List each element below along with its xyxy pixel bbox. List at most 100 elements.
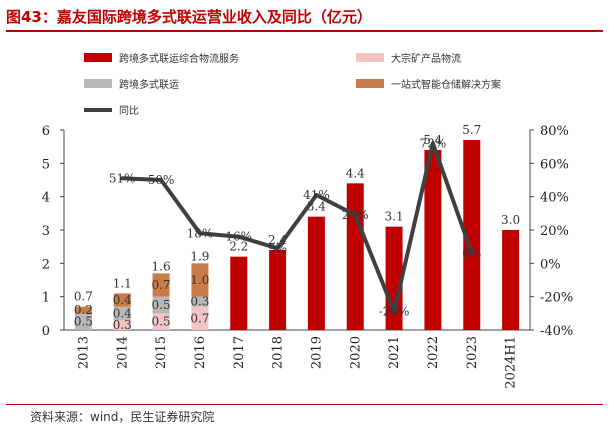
bar-segment <box>113 306 131 320</box>
bar-segment <box>113 293 131 307</box>
bar-segment-label: 0.4 <box>113 293 132 307</box>
bar-total-label: 1.1 <box>113 276 132 290</box>
yoy-point <box>353 213 358 217</box>
bar-segment <box>502 230 520 330</box>
legend-label: 跨境多式联运综合物流服务 <box>119 52 239 65</box>
yoy-point <box>469 251 474 256</box>
x-tick-label: 2020 <box>348 336 363 369</box>
title-divider <box>6 30 603 32</box>
source-note: 资料来源：wind，民生证券研究院 <box>30 410 215 424</box>
chart-canvas: 0 1 2 3 4 5 6 -40% -20% 0% 20% 40% 60% 80% 2013 2014 201… <box>42 52 574 389</box>
bar-segment <box>152 273 170 297</box>
y-right-tick-label: -20% <box>540 291 573 306</box>
yoy-point <box>314 193 319 197</box>
yoy-label: 16% <box>225 230 252 244</box>
bar-segment <box>74 313 92 330</box>
yoy-point <box>236 234 241 239</box>
yoy-label: 6% <box>462 246 481 260</box>
y-left-tick-label: 6 <box>42 124 50 139</box>
y-right-tick-label: 0% <box>540 257 561 272</box>
y-left-tick-label: 0 <box>42 324 50 339</box>
bar-total-label: 5.7 <box>462 123 481 137</box>
bar-total-label: 1.9 <box>190 250 209 264</box>
legend-label: 大宗矿产品物流 <box>391 52 461 65</box>
y-left-tick-label: 1 <box>42 291 50 306</box>
source-divider <box>6 404 603 405</box>
bar-total-label: 0.7 <box>74 290 93 304</box>
bar-segment-label: 0.2 <box>74 303 93 317</box>
bar-segment-label: 0.7 <box>190 311 209 325</box>
x-tick-label: 2021 <box>387 336 402 369</box>
yoy-point <box>275 246 280 251</box>
bar-total-label: 4.4 <box>346 166 365 180</box>
x-tick-label: 2014 <box>115 336 130 369</box>
bar-segment <box>307 216 325 330</box>
bar-total-label: 3.1 <box>385 210 404 224</box>
yoy-point <box>120 176 125 181</box>
yoy-label: 72% <box>420 136 447 150</box>
yoy-label: 50% <box>148 173 175 187</box>
legend-label: 跨境多式联运 <box>119 78 179 91</box>
legend-label: 同比 <box>119 105 139 117</box>
x-tick-label: 2019 <box>309 336 324 369</box>
bar-total-label: 1.6 <box>152 260 171 274</box>
legend-swatch <box>356 79 384 88</box>
x-tick-label: 2013 <box>76 336 91 369</box>
bar-segment <box>152 313 170 330</box>
bar-segment-label: 0.4 <box>113 306 132 320</box>
chart-title: 图43：嘉友国际跨境多式联运营业收入及同比（亿元） <box>6 8 372 26</box>
legend-swatch <box>84 53 112 62</box>
y-left-tick-label: 2 <box>42 257 50 272</box>
legend-label: 一站式智能仓储解决方案 <box>391 78 501 91</box>
yoy-point <box>197 231 202 236</box>
x-tick-label: 2018 <box>271 336 286 369</box>
x-tick-label: 2024H1 <box>504 336 519 389</box>
y-right-tick-label: 40% <box>540 191 569 206</box>
yoy-label: -29% <box>379 305 410 319</box>
yoy-point <box>392 309 397 314</box>
bar-segment <box>269 250 287 330</box>
y-left-tick-label: 3 <box>42 224 50 239</box>
y-right-tick-label: 80% <box>540 124 569 139</box>
bar-segment-label: 0.3 <box>190 295 209 309</box>
bar-segment <box>152 296 170 314</box>
yoy-point <box>159 178 164 182</box>
bar-segment-label: 0.7 <box>152 278 171 292</box>
bar-segment-label: 0.5 <box>152 315 171 329</box>
bar-segment <box>424 150 442 330</box>
yoy-line <box>122 141 474 314</box>
bar-segment-label: 0.5 <box>152 298 171 312</box>
bar-segment <box>113 320 131 330</box>
yoy-label: 29% <box>342 208 369 222</box>
bar-segment-label: 0.3 <box>113 318 132 332</box>
bar-segment <box>346 183 364 330</box>
bar-segment <box>463 140 481 330</box>
y-right-tick-label: 60% <box>540 157 569 172</box>
bar-segment <box>191 306 209 330</box>
bar-total-label: 2.2 <box>229 240 248 254</box>
legend-swatch <box>84 79 112 88</box>
yoy-label: 9% <box>268 241 287 255</box>
y-right-tick-label: -40% <box>540 324 573 339</box>
yoy-point <box>430 141 435 146</box>
bar-segment <box>230 256 248 330</box>
bar-segment <box>191 263 209 297</box>
bar-segment <box>74 306 92 314</box>
yoy-label: 51% <box>109 171 136 185</box>
x-tick-label: 2017 <box>232 336 247 369</box>
bar-segment-label: 0.5 <box>74 315 93 329</box>
legend-swatch <box>356 53 384 62</box>
bar-segment <box>191 296 209 307</box>
bar-total-label: 3.0 <box>501 213 520 227</box>
x-tick-label: 2023 <box>465 336 480 369</box>
yoy-label: 41% <box>303 188 330 202</box>
yoy-label: 18% <box>187 226 214 240</box>
bar-segment-label: 1.0 <box>190 273 209 287</box>
y-right-tick-label: 20% <box>540 224 569 239</box>
x-tick-label: 2016 <box>193 336 208 369</box>
y-left-tick-label: 4 <box>42 191 50 206</box>
x-tick-label: 2022 <box>426 336 441 369</box>
y-left-tick-label: 5 <box>42 157 50 172</box>
bar-total-label: 5.4 <box>423 133 442 147</box>
x-tick-label: 2015 <box>154 336 169 369</box>
